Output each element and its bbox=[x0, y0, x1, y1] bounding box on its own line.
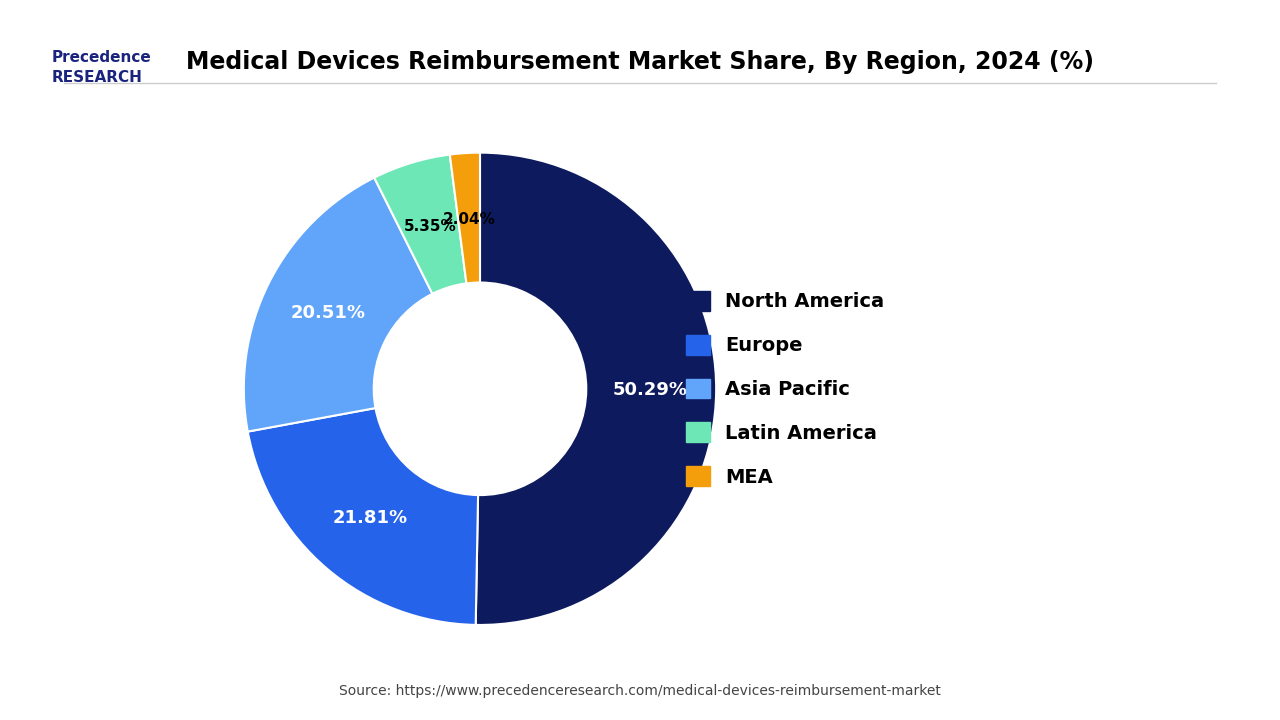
Wedge shape bbox=[244, 178, 433, 431]
Text: 20.51%: 20.51% bbox=[291, 304, 365, 322]
Wedge shape bbox=[476, 153, 717, 625]
Text: 2.04%: 2.04% bbox=[443, 212, 495, 227]
Text: 50.29%: 50.29% bbox=[613, 382, 687, 400]
Text: 5.35%: 5.35% bbox=[404, 219, 457, 234]
Text: Source: https://www.precedenceresearch.com/medical-devices-reimbursement-market: Source: https://www.precedenceresearch.c… bbox=[339, 685, 941, 698]
Text: Medical Devices Reimbursement Market Share, By Region, 2024 (%): Medical Devices Reimbursement Market Sha… bbox=[186, 50, 1094, 74]
Text: 21.81%: 21.81% bbox=[333, 510, 407, 528]
Wedge shape bbox=[248, 408, 477, 625]
Wedge shape bbox=[449, 153, 480, 284]
Text: Precedence
RESEARCH: Precedence RESEARCH bbox=[51, 50, 151, 85]
Legend: North America, Europe, Asia Pacific, Latin America, MEA: North America, Europe, Asia Pacific, Lat… bbox=[678, 283, 892, 495]
Wedge shape bbox=[374, 155, 466, 294]
